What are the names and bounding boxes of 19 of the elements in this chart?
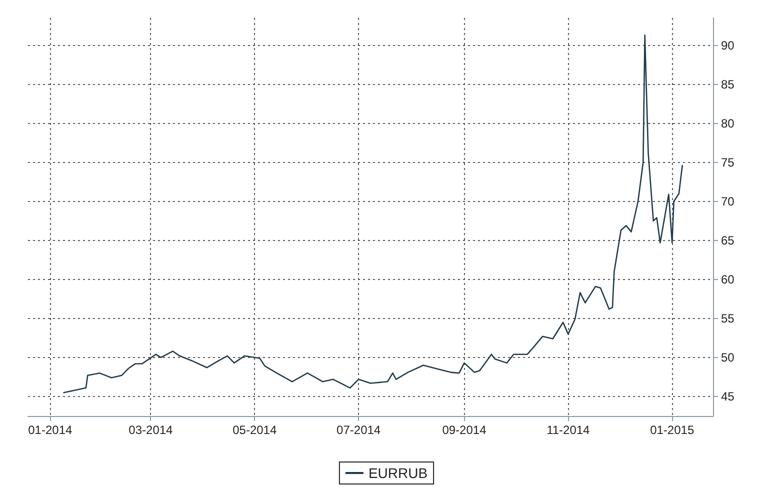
y-tick-label: 50 [721, 350, 735, 364]
x-tick-label: 09-2014 [442, 423, 487, 437]
x-tick-label: 01-2015 [650, 423, 694, 437]
x-tick-label: 11-2014 [546, 423, 590, 437]
x-tick-label: 01-2014 [28, 423, 72, 437]
line-series [63, 34, 683, 394]
y-tick-label: 60 [721, 272, 735, 286]
y-tick-label: 85 [721, 77, 735, 92]
y-tick-label: 65 [721, 233, 735, 248]
y-tick-label: 90 [721, 38, 735, 52]
x-tick-label: 05-2014 [232, 423, 277, 437]
y-tick-label: 45 [721, 389, 735, 404]
y-tick-label: 80 [721, 116, 735, 130]
y-tick-label: 75 [721, 155, 735, 170]
x-tick-label: 03-2014 [128, 423, 174, 437]
legend-label: EURRUB [368, 465, 428, 481]
y-tick-label: 70 [721, 194, 735, 208]
y-tick-label: 55 [721, 311, 735, 326]
x-tick-label: 07-2014 [336, 423, 381, 437]
